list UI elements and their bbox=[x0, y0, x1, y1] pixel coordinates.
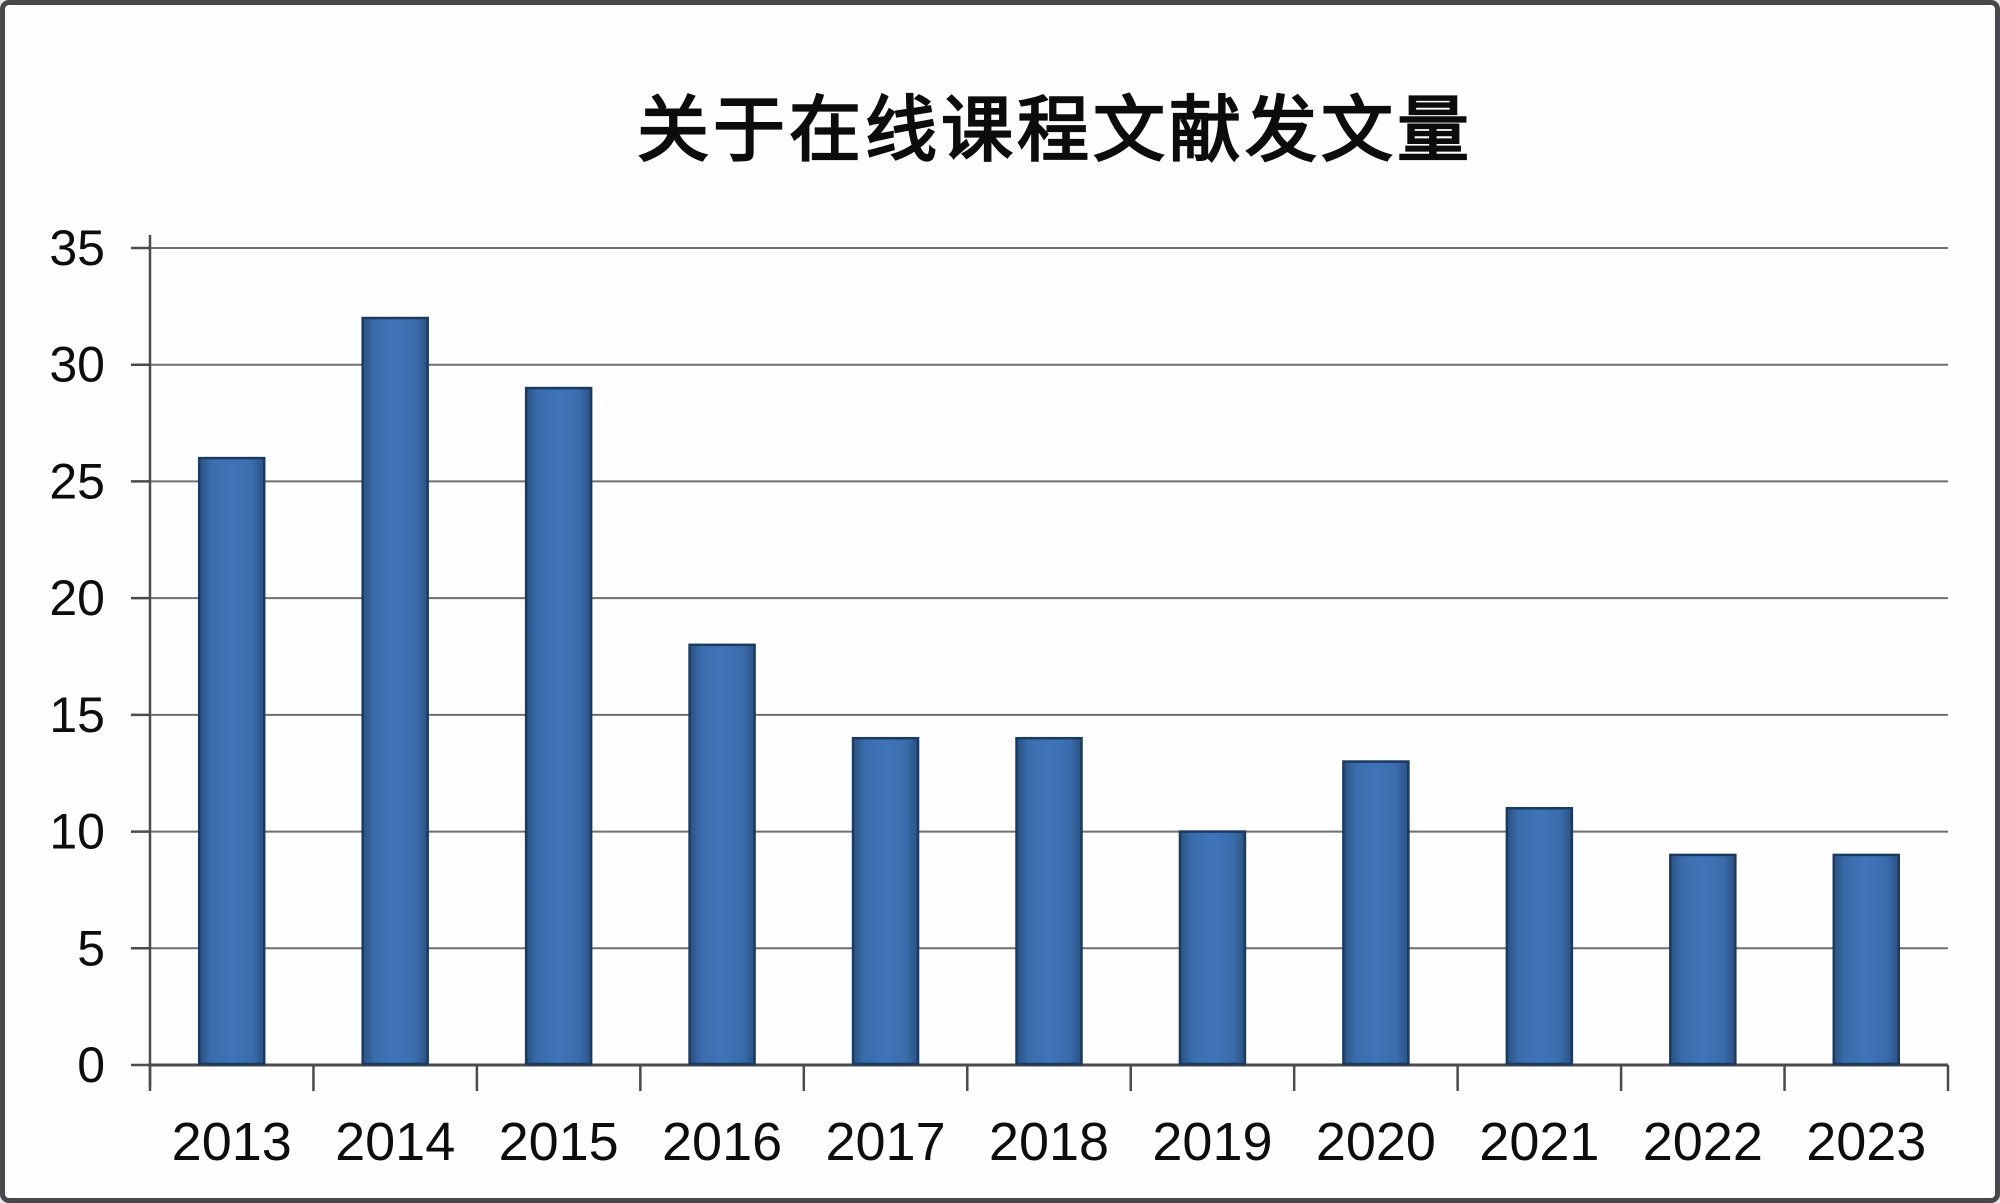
y-tick-label: 20 bbox=[49, 570, 105, 626]
x-tick-label: 2015 bbox=[499, 1112, 619, 1172]
bar bbox=[1832, 853, 1901, 1066]
x-tick-label: 2022 bbox=[1643, 1112, 1763, 1172]
bar bbox=[1015, 736, 1083, 1066]
x-tick-label: 2017 bbox=[825, 1112, 945, 1172]
y-tick-label: 25 bbox=[49, 453, 105, 509]
bar bbox=[1505, 806, 1574, 1066]
bar bbox=[1669, 853, 1737, 1066]
y-tick-label: 35 bbox=[49, 220, 105, 276]
x-tick-label: 2023 bbox=[1806, 1112, 1926, 1172]
x-tick-label: 2020 bbox=[1316, 1112, 1436, 1172]
x-tick-label: 2018 bbox=[989, 1112, 1109, 1172]
x-tick-label: 2013 bbox=[172, 1112, 292, 1172]
y-tick-label: 30 bbox=[49, 337, 105, 393]
bar bbox=[1178, 830, 1247, 1066]
bar bbox=[851, 736, 920, 1066]
y-tick-label: 0 bbox=[77, 1037, 105, 1093]
bar bbox=[197, 456, 266, 1066]
x-tick-label: 2019 bbox=[1152, 1112, 1272, 1172]
bar bbox=[688, 643, 756, 1066]
x-tick-label: 2014 bbox=[335, 1112, 455, 1172]
chart-title: 关于在线课程文献发文量 bbox=[636, 91, 1473, 171]
x-tick-label: 2021 bbox=[1479, 1112, 1599, 1172]
bar bbox=[524, 386, 593, 1066]
bar-chart-plot: 0 5 10 15 20 25 30 35 2013 2014 2015 2016 2017 2018 20… bbox=[49, 220, 1950, 1172]
x-tick-label: 2016 bbox=[662, 1112, 782, 1172]
bar bbox=[1342, 760, 1410, 1066]
y-tick-label: 5 bbox=[77, 920, 105, 976]
bar bbox=[361, 316, 429, 1066]
y-tick-label: 10 bbox=[49, 804, 105, 860]
y-tick-label: 15 bbox=[49, 687, 105, 743]
